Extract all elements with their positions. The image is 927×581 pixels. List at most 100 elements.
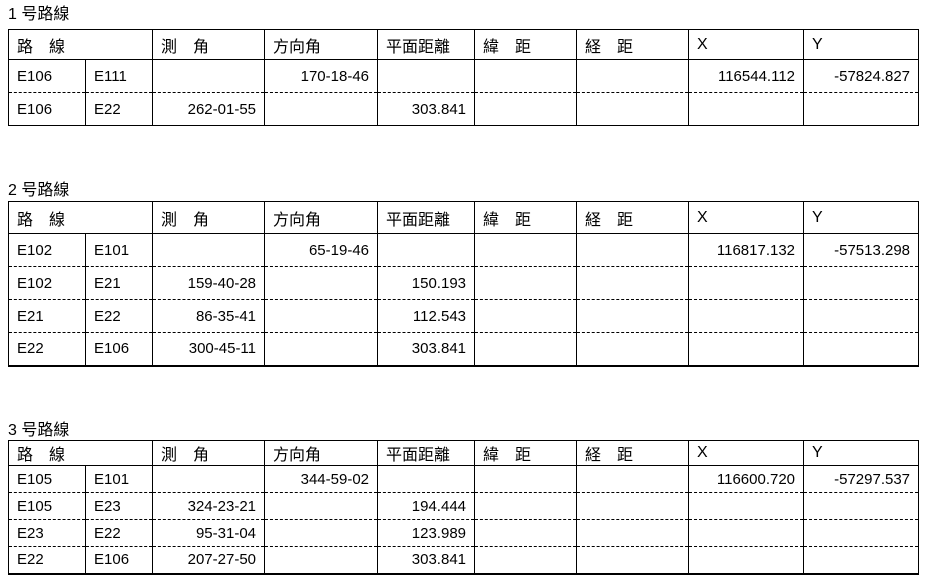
- route-3-body: E105 E101 344-59-02 116600.720 -57297.537 E10…: [8, 465, 919, 574]
- col-header-y: Y: [803, 29, 919, 60]
- cell-lat: [474, 546, 577, 574]
- cell-distance: 112.543: [377, 299, 475, 333]
- cell-angle: 159-40-28: [152, 266, 265, 300]
- cell-from: E105: [8, 492, 86, 520]
- cell-direction: 344-59-02: [264, 465, 378, 493]
- cell-y: [803, 332, 919, 366]
- cell-lat: [474, 299, 577, 333]
- cell-y: [803, 546, 919, 574]
- col-header-latitude: 緯 距: [474, 201, 577, 234]
- cell-distance: 194.444: [377, 492, 475, 520]
- col-header-plane-distance: 平面距離: [377, 440, 475, 466]
- header-row: 路 線 測 角 方向角 平面距離 緯 距 経 距 X Y: [8, 201, 919, 234]
- cell-dep: [576, 492, 689, 520]
- table-row: E106 E111 170-18-46 116544.112 -57824.827: [9, 59, 919, 93]
- cell-lat: [474, 266, 577, 300]
- col-header-departure: 経 距: [576, 29, 689, 60]
- cell-direction: [264, 266, 378, 300]
- cell-dep: [576, 519, 689, 547]
- route-1-header: 路 線 測 角 方向角 平面距離 緯 距 経 距 X Y: [8, 29, 919, 60]
- cell-distance: 303.841: [377, 546, 475, 574]
- route-2-body: E102 E101 65-19-46 116817.132 -57513.298 E102…: [8, 233, 919, 366]
- col-header-latitude: 緯 距: [474, 29, 577, 60]
- cell-angle: 300-45-11: [152, 332, 265, 366]
- cell-lat: [474, 492, 577, 520]
- cell-to: E101: [84, 233, 153, 267]
- table-row: E22 E106 300-45-11 303.841: [8, 332, 919, 366]
- cell-direction: 65-19-46: [264, 233, 378, 267]
- cell-to: E21: [84, 266, 153, 300]
- cell-distance: [377, 233, 475, 267]
- table-row: E106 E22 262-01-55 303.841: [8, 92, 919, 126]
- cell-distance: 303.841: [377, 92, 475, 126]
- cell-direction: [264, 492, 378, 520]
- cell-lat: [474, 59, 577, 93]
- cell-dep: [576, 332, 689, 366]
- col-header-measured-angle: 測 角: [152, 201, 265, 234]
- cell-x: 116600.720: [688, 465, 804, 493]
- route-2-header: 路 線 測 角 方向角 平面距離 緯 距 経 距 X Y: [8, 201, 919, 234]
- col-header-direction-angle: 方向角: [264, 201, 378, 234]
- cell-to: E22: [84, 92, 153, 126]
- cell-x: [688, 492, 804, 520]
- header-row: 路 線 測 角 方向角 平面距離 緯 距 経 距 X Y: [8, 440, 919, 466]
- cell-y: [803, 492, 919, 520]
- route-3-table: 路 線 測 角 方向角 平面距離 緯 距 経 距 X Y E105 E101 344…: [8, 440, 920, 575]
- cell-from: E106: [8, 92, 86, 126]
- cell-lat: [474, 92, 577, 126]
- col-header-route: 路 線: [8, 29, 153, 60]
- cell-from: E22: [8, 546, 86, 574]
- cell-from: E21: [8, 299, 86, 333]
- col-header-x: X: [688, 201, 804, 234]
- col-header-route: 路 線: [8, 201, 153, 234]
- cell-from: E106: [17, 67, 53, 85]
- col-header-route: 路 線: [8, 440, 153, 466]
- route-3-header: 路 線 測 角 方向角 平面距離 緯 距 経 距 X Y: [8, 440, 919, 466]
- cell-x: [688, 546, 804, 574]
- cell-lat: [474, 332, 577, 366]
- cell-x: 116544.112: [688, 59, 804, 93]
- cell-angle: 95-31-04: [152, 519, 265, 547]
- cell-x: [688, 299, 804, 333]
- col-header-direction-angle: 方向角: [264, 440, 378, 466]
- col-header-departure: 経 距: [576, 201, 689, 234]
- col-header-y: Y: [803, 440, 919, 466]
- cell-angle: [152, 465, 265, 493]
- cell-angle: 262-01-55: [152, 92, 265, 126]
- cell-angle: [152, 233, 265, 267]
- cell-angle: 324-23-21: [152, 492, 265, 520]
- col-header-direction-angle: 方向角: [264, 29, 378, 60]
- col-header-plane-distance: 平面距離: [377, 29, 475, 60]
- cell-y: [803, 299, 919, 333]
- table-row: E102 E101 65-19-46 116817.132 -57513.298: [9, 233, 919, 267]
- cell-direction: [264, 332, 378, 366]
- cell-distance: 150.193: [377, 266, 475, 300]
- cell-to: E111: [84, 59, 153, 93]
- route-1-body: E106 E111 170-18-46 116544.112 -57824.827 E10…: [8, 59, 919, 126]
- cell-dep: [576, 266, 689, 300]
- cell-x: 116817.132: [688, 233, 804, 267]
- route-2-table: 路 線 測 角 方向角 平面距離 緯 距 経 距 X Y E102 E101 65-…: [8, 201, 920, 367]
- cell-to: E106: [84, 546, 153, 574]
- cell-x: [688, 332, 804, 366]
- cell-lat: [474, 465, 577, 493]
- cell-from: E105: [17, 470, 53, 488]
- route-2-title: 2 号路線: [8, 182, 70, 199]
- cell-from: E102: [8, 266, 86, 300]
- cell-distance: [377, 59, 475, 93]
- route-1-title: 1 号路線: [8, 6, 70, 23]
- cell-distance: 303.841: [377, 332, 475, 366]
- cell-dep: [576, 233, 689, 267]
- cell-angle: [152, 59, 265, 93]
- cell-direction: [264, 299, 378, 333]
- col-header-x: X: [688, 29, 804, 60]
- cell-y: -57297.537: [803, 465, 919, 493]
- col-header-departure: 経 距: [576, 440, 689, 466]
- table-row: E105 E101 344-59-02 116600.720 -57297.537: [9, 465, 919, 493]
- cell-x: [688, 266, 804, 300]
- cell-dep: [576, 465, 689, 493]
- cell-y: [803, 92, 919, 126]
- cell-to: E23: [84, 492, 153, 520]
- cell-lat: [474, 233, 577, 267]
